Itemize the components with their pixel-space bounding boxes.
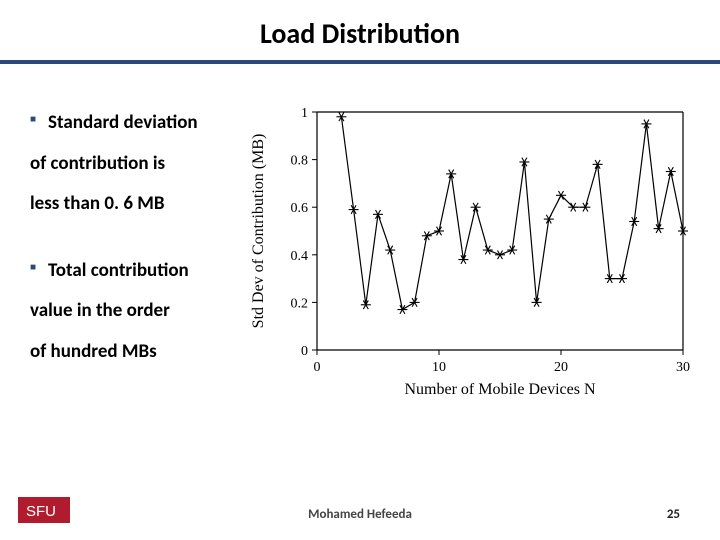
svg-text:0.6: 0.6: [291, 201, 309, 216]
bullet-1-line-1: Standard deviation: [30, 110, 240, 137]
svg-text:0: 0: [314, 360, 321, 375]
bullet-1-line-3: less than 0. 6 MB: [30, 191, 240, 218]
bullet-2-line-2: value in the order: [30, 298, 240, 325]
bullet-2-line-1: Total contribution: [30, 258, 240, 285]
svg-text:0.8: 0.8: [291, 154, 309, 169]
svg-text:0.4: 0.4: [291, 249, 309, 264]
svg-text:30: 30: [676, 360, 690, 375]
svg-text:Std Dev of Contribution (MB): Std Dev of Contribution (MB): [250, 134, 267, 329]
slide-title: Load Distribution: [0, 16, 720, 51]
line-chart: 0 10 20 30 0 0.2 0.4 0.6 0.8 1 Number of Mobile De…: [245, 100, 695, 400]
svg-text:20: 20: [554, 360, 568, 375]
title-underline: [0, 60, 720, 64]
bullet-2-line-3: of hundred MBs: [30, 339, 240, 366]
svg-text:Number of Mobile Devices N: Number of Mobile Devices N: [404, 381, 596, 398]
svg-text:0.2: 0.2: [291, 296, 309, 311]
bullet-1-line-2: of contribution is: [30, 151, 240, 178]
svg-text:1: 1: [301, 106, 308, 121]
author-name: Mohamed Hefeeda: [0, 507, 720, 522]
page-number: 25: [667, 507, 680, 522]
bullet-list: Standard deviation of contribution is le…: [30, 110, 240, 380]
svg-text:10: 10: [432, 360, 446, 375]
svg-text:0: 0: [301, 344, 308, 359]
